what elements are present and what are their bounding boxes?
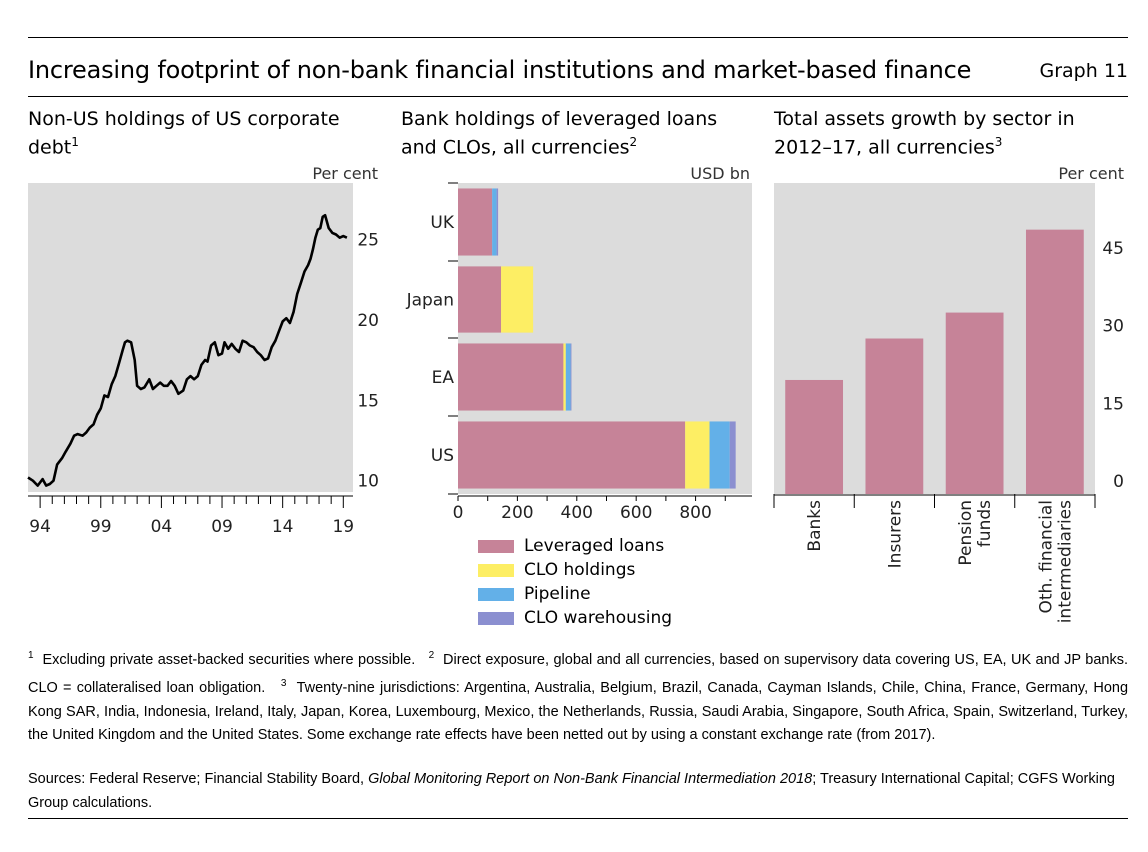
panel2-category-label: US <box>431 446 454 466</box>
legend-swatch-pipeline <box>478 587 514 601</box>
panel3-y-tick-label: 30 <box>1102 317 1124 337</box>
panel2-bar-segment <box>570 343 572 411</box>
panel1-x-tick-label: 99 <box>90 517 112 537</box>
panel3-title-text: Total assets growth by sector in 2012–17… <box>774 108 1075 159</box>
panel1-y-tick-label: 20 <box>357 311 379 331</box>
panel3-y-tick-label: 45 <box>1102 239 1124 259</box>
panel3-bar <box>1025 229 1084 494</box>
legend-item-clo-holdings: CLO holdings <box>478 558 672 582</box>
panel2-footnote-ref: 2 <box>629 135 638 149</box>
legend-label-pipeline: Pipeline <box>524 584 591 604</box>
charts-canvas: 94 99 04 09 14 19 10 15 20 25 UK Japan EA US 0 200 400 60… <box>27 182 1124 623</box>
panel1-x-tick-label: 94 <box>29 517 51 537</box>
panel2-bar-segment <box>458 266 502 333</box>
panel1-x-tick-label: 19 <box>332 517 354 537</box>
panel3-category-label: intermediaries <box>1055 500 1075 623</box>
panel2-bar-segment <box>501 266 534 333</box>
legend-item-pipeline: Pipeline <box>478 582 672 606</box>
panel2-unit: USD bn <box>690 164 750 183</box>
panel2-category-label: EA <box>432 368 455 388</box>
top-rule <box>28 37 1128 38</box>
panel2-bar-segment <box>729 421 736 489</box>
panel2-category-label: UK <box>430 213 454 233</box>
panel2-category-label: Japan <box>406 291 454 311</box>
panel1-footnote-ref: 1 <box>71 135 79 149</box>
panel3-y-tick-label: 0 <box>1113 472 1124 492</box>
panel1-series-line <box>27 213 348 487</box>
panel1-title: Non-US holdings of US corporate debt1 <box>28 108 368 159</box>
legend-label-leveraged-loans: Leveraged loans <box>524 536 665 556</box>
footnote-1: Excluding private asset-backed securitie… <box>42 651 416 668</box>
graph-title: Increasing footprint of non-bank financi… <box>28 56 972 84</box>
panel3-footnote-ref: 3 <box>994 135 1003 149</box>
graph-number: Graph 11 <box>1039 60 1129 82</box>
panel3-category-label: Oth. financial <box>1036 500 1056 614</box>
panel2-bar-segment <box>685 421 710 489</box>
panel2-bar-segment <box>563 343 566 411</box>
sources-prefix: Sources: Federal Reserve; Financial Stab… <box>28 771 369 787</box>
sources-suffix: ; Treasury International Capital; CGFS W… <box>28 771 1115 811</box>
panel3-category-label: Insurers <box>885 500 905 568</box>
panel3-category-label: Pension <box>956 500 976 566</box>
panel3-bar <box>785 379 844 494</box>
footnotes: 1 Excluding private asset-backed securit… <box>28 644 1128 748</box>
panel2-title: Bank holdings of leveraged loans and CLO… <box>401 108 741 159</box>
legend-swatch-leveraged-loans <box>478 539 514 553</box>
panel2-bar-segment <box>492 188 497 256</box>
legend-swatch-clo-holdings <box>478 563 514 577</box>
panel1-title-text: Non-US holdings of US corporate debt <box>28 108 340 159</box>
panel3-category-label: funds <box>975 500 995 547</box>
panel1-y-tick-label: 15 <box>357 391 379 411</box>
panel3-category-label: Banks <box>805 500 825 552</box>
panel2-x-tick-label: 400 <box>561 503 593 523</box>
legend-swatch-clo-warehousing <box>478 611 514 625</box>
panel3-title: Total assets growth by sector in 2012–17… <box>774 108 1114 159</box>
panel3-bar <box>865 338 924 494</box>
legend-label-clo-holdings: CLO holdings <box>524 560 636 580</box>
panel2-x-tick-label: 800 <box>679 503 711 523</box>
legend-label-clo-warehousing: CLO warehousing <box>524 608 673 628</box>
footnote-2: Direct exposure, global and all currenci… <box>28 651 1129 697</box>
footnote-3-marker: 3 <box>280 678 287 690</box>
panel2-bar-segment <box>458 188 493 256</box>
panel2-x-tick-label: 0 <box>453 503 464 523</box>
panel3-bar <box>945 312 1004 494</box>
panel2-x-tick-label: 200 <box>501 503 533 523</box>
bottom-rule <box>28 818 1128 819</box>
legend-item-clo-warehousing: CLO warehousing <box>478 606 672 630</box>
panel1-x-tick-label: 14 <box>272 517 294 537</box>
panel1-x-tick-label: 04 <box>151 517 173 537</box>
panel2-bar-segment <box>458 343 564 411</box>
panel2-bar-segment <box>496 188 499 256</box>
panel2-bar-segment <box>565 343 571 411</box>
footnote-1-marker: 1 <box>28 650 34 661</box>
panel2-bar-segment <box>458 421 686 489</box>
sources: Sources: Federal Reserve; Financial Stab… <box>28 768 1128 815</box>
panel1-y-tick-label: 25 <box>357 230 379 250</box>
panel3-y-tick-label: 15 <box>1102 394 1124 414</box>
footnote-3: Twenty-nine jurisdictions: Argentina, Au… <box>28 680 1129 744</box>
panel2-x-tick-label: 600 <box>620 503 652 523</box>
legend-item-leveraged-loans: Leveraged loans <box>478 534 672 558</box>
panel1-plot-area <box>28 183 353 492</box>
panel2-title-text: Bank holdings of leveraged loans and CLO… <box>401 108 718 159</box>
footnote-2-marker: 2 <box>428 650 435 661</box>
panel1-x-tick-label: 09 <box>211 517 233 537</box>
panel2-legend: Leveraged loans CLO holdings Pipeline CL… <box>478 534 672 630</box>
panel3-unit: Per cent <box>1058 164 1124 183</box>
panel1-unit: Per cent <box>312 164 378 183</box>
panel1-y-tick-label: 10 <box>357 472 379 492</box>
title-rule <box>28 96 1128 97</box>
sources-report-title: Global Monitoring Report on Non-Bank Fin… <box>368 771 813 787</box>
panel2-bar-segment <box>709 421 730 489</box>
